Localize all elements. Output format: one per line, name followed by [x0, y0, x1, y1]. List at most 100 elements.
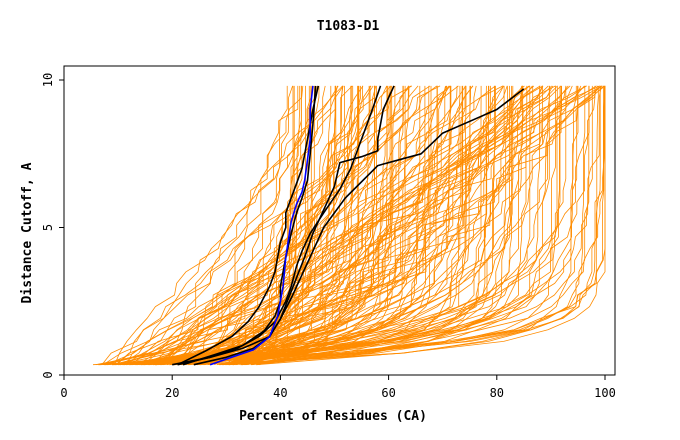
model-curve — [115, 85, 304, 366]
model-curve — [259, 85, 438, 366]
model-curve — [199, 85, 326, 365]
model-curve — [123, 85, 451, 366]
x-tick-label: 80 — [490, 386, 504, 400]
x-axis-label: Percent of Residues (CA) — [239, 409, 427, 424]
model-curve — [131, 85, 579, 366]
model-curve — [198, 85, 543, 366]
model-curve — [214, 85, 535, 365]
model-curve — [199, 85, 477, 366]
model-curve — [196, 85, 524, 366]
model-curve — [221, 85, 540, 366]
x-axis-ticks: 0 20 40 60 80 100 — [60, 375, 616, 400]
model-curve — [178, 85, 491, 366]
model-curve — [185, 85, 377, 366]
highlight-curve — [172, 85, 395, 366]
model-curve — [124, 85, 597, 366]
model-curve — [137, 85, 344, 366]
model-curve — [246, 85, 312, 365]
x-tick-label: 0 — [60, 386, 67, 400]
model-curve — [228, 85, 409, 366]
model-curve — [232, 85, 525, 366]
model-curve — [179, 85, 562, 366]
model-curve — [145, 85, 448, 366]
y-axis-label: Distance Cutoff, A — [20, 162, 35, 303]
model-curve — [227, 85, 352, 366]
model-curve — [256, 85, 601, 366]
model-curve — [112, 85, 534, 366]
model-curve — [104, 85, 496, 366]
model-curve — [183, 85, 446, 366]
x-tick-label: 20 — [165, 386, 179, 400]
model-curve — [106, 85, 392, 366]
model-curve — [177, 85, 390, 366]
model-curve — [161, 85, 345, 366]
model-curve — [99, 85, 558, 366]
model-curve — [102, 85, 603, 366]
model-curve — [160, 85, 605, 366]
model-curve — [98, 85, 599, 366]
model-curve — [113, 85, 508, 366]
model-curve — [220, 85, 522, 366]
model-curve — [242, 85, 549, 366]
model-curve — [229, 85, 505, 366]
model-curve — [173, 85, 464, 366]
model-curve — [105, 85, 558, 366]
model-curve — [119, 85, 593, 366]
model-curve — [175, 85, 578, 366]
model-curve — [101, 85, 544, 366]
model-curve — [169, 85, 463, 366]
y-tick-label: 0 — [41, 371, 55, 378]
model-curve — [240, 85, 353, 366]
model-curve — [169, 85, 452, 366]
model-curve — [204, 85, 352, 366]
highlight-curve — [177, 85, 320, 366]
model-curve — [173, 85, 376, 366]
model-curve — [156, 85, 432, 366]
model-curve — [107, 85, 567, 366]
model-curve — [222, 85, 602, 366]
plot-frame — [63, 65, 616, 376]
model-curve — [180, 85, 590, 366]
y-axis-ticks: 0 5 10 — [41, 73, 64, 379]
model-curve — [144, 85, 582, 366]
best-curve — [209, 85, 314, 366]
model-curve — [170, 85, 374, 366]
model-curve — [129, 85, 606, 366]
model-curve — [189, 85, 396, 366]
model-curve — [129, 85, 299, 366]
model-curve — [129, 85, 377, 366]
model-curve — [161, 85, 293, 365]
model-curve — [105, 85, 514, 366]
model-curve — [166, 85, 452, 366]
model-curve — [92, 85, 487, 366]
model-curve — [218, 85, 421, 366]
model-curve — [111, 85, 504, 366]
model-curve — [162, 85, 438, 365]
model-curve — [104, 85, 447, 366]
y-tick-label: 5 — [41, 224, 55, 231]
highlight-curve — [177, 85, 382, 366]
model-curve — [199, 85, 606, 366]
x-tick-label: 60 — [381, 386, 395, 400]
model-curve — [136, 85, 524, 366]
model-curve — [155, 85, 586, 366]
model-curve — [256, 85, 511, 366]
model-curve — [222, 85, 458, 366]
model-curve — [194, 85, 315, 366]
model-curve — [155, 85, 482, 366]
x-tick-label: 40 — [273, 386, 287, 400]
best-curve-line — [209, 85, 314, 366]
model-curve — [233, 85, 495, 366]
model-curve — [232, 85, 474, 366]
model-curve — [233, 85, 567, 366]
model-curve — [114, 85, 339, 365]
model-curve — [151, 85, 288, 365]
model-curves — [92, 85, 606, 366]
model-curve — [207, 85, 533, 366]
model-curve — [171, 85, 337, 366]
model-curve — [154, 85, 467, 366]
model-curve — [251, 85, 306, 366]
model-curve — [182, 85, 550, 366]
model-curve — [156, 85, 466, 366]
